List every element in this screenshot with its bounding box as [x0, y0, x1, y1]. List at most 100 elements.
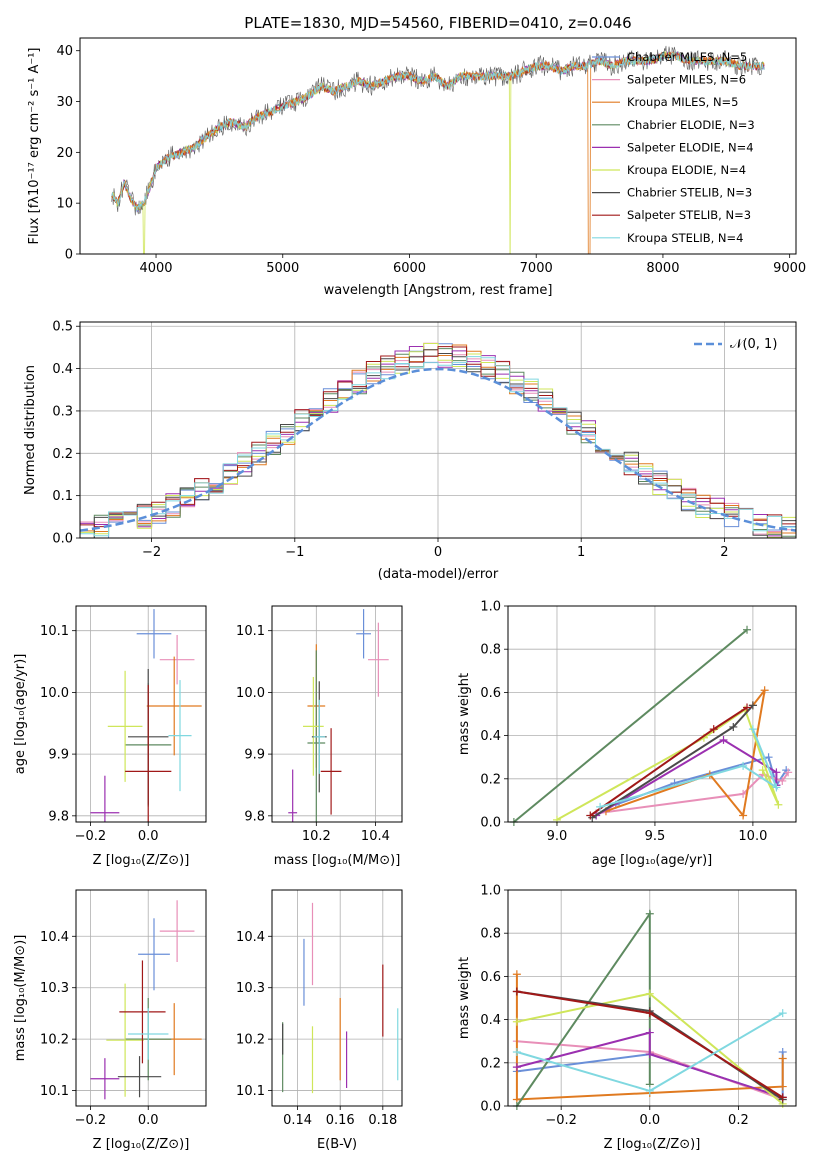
y-axis-label: mass [log₁₀(M/M⊙)]: [13, 935, 28, 1062]
y-tick-label: 10.3: [40, 981, 69, 996]
data-point-marker: [512, 1017, 521, 1026]
y-tick-label: 0.2: [52, 447, 73, 462]
y-axis-label: Normed distribution: [23, 365, 38, 495]
y-tick-label: 9.9: [48, 748, 69, 763]
plot-area: [288, 609, 389, 822]
data-point-marker: [512, 987, 521, 996]
data-point-marker: [645, 1086, 654, 1095]
y-tick-label: 0: [65, 248, 73, 263]
axes-frame: [271, 605, 403, 823]
legend-label: Chabrier MILES, N=5: [627, 50, 747, 64]
plot-area: [512, 909, 787, 1110]
legend-label: Kroupa STELIB, N=4: [627, 231, 744, 245]
data-point-marker: [645, 1050, 654, 1059]
legend-label: Salpeter ELODIE, N=4: [627, 140, 754, 154]
y-tick-label: 0.8: [480, 643, 501, 658]
data-point-marker: [748, 725, 757, 734]
data-point-marker: [758, 766, 767, 775]
legend-label: Chabrier ELODIE, N=3: [627, 118, 755, 132]
data-point-marker: [778, 1082, 787, 1091]
x-tick-label: 8000: [646, 261, 679, 276]
data-point-marker: [512, 1063, 521, 1072]
x-tick-label: 9.5: [645, 829, 666, 844]
x-tick-label: 0.14: [283, 1113, 312, 1128]
axes-frame: [75, 889, 207, 1107]
x-axis-label: Z [log₁₀(Z/Z⊙)]: [604, 1137, 701, 1152]
y-tick-label: 10: [56, 197, 73, 212]
legend: Chabrier MILES, N=5 Salpeter MILES, N=6 Kr…: [592, 50, 755, 245]
y-tick-label: 0.0: [480, 1100, 501, 1115]
data-point-marker: [743, 703, 752, 712]
y-tick-label: 0.2: [480, 772, 501, 787]
axes-frame: [271, 889, 403, 1107]
data-point-marker: [596, 802, 605, 811]
x-axis-label: age [log₁₀(age/yr)]: [592, 853, 713, 868]
x-tick-label: 10.2: [302, 829, 331, 844]
legend-label: Salpeter MILES, N=6: [627, 73, 746, 87]
x-tick-label: 10.4: [361, 829, 390, 844]
plot-area: [90, 900, 202, 1100]
data-point-marker: [739, 789, 748, 798]
panel-4: 9.0 9.5 10.0 0.0 0.2 0.4 0.6 0.8 1.0 age [log₁₀(a…: [457, 600, 797, 868]
x-tick-label: 0.0: [138, 1113, 159, 1128]
data-point-marker: [739, 761, 748, 770]
y-tick-label: 9.8: [244, 809, 265, 824]
panel-3: 10.2 10.4 9.8 9.9 10.0 10.1 mass [log₁₀(M/M⊙)]: [236, 605, 403, 868]
plot-area: [111, 45, 765, 254]
y-tick-label: 0.0: [52, 532, 73, 547]
mass-weight-line: [599, 728, 779, 808]
plot-area: [509, 625, 793, 826]
y-tick-label: 10.4: [40, 930, 69, 945]
x-axis-label: wavelength [Angstrom, rest frame]: [324, 283, 553, 298]
data-point-marker: [772, 783, 781, 792]
gaussian-curve: [80, 367, 796, 532]
y-tick-label: 10.1: [40, 624, 69, 639]
data-point-marker: [774, 800, 783, 809]
y-axis-label: mass weight: [457, 673, 472, 755]
x-tick-label: 2: [720, 545, 728, 560]
data-point-marker: [778, 1009, 787, 1018]
y-tick-label: 40: [56, 44, 73, 59]
x-tick-label: −0.2: [75, 829, 107, 844]
data-point-marker: [748, 701, 757, 710]
y-tick-label: 20: [56, 146, 73, 161]
data-point-marker: [645, 989, 654, 998]
data-point-marker: [709, 725, 718, 734]
y-tick-label: 10.0: [236, 686, 265, 701]
spectrum-line: [111, 51, 765, 212]
x-tick-label: 0.0: [639, 1113, 660, 1128]
histogram-step: [80, 356, 796, 538]
x-tick-label: 0.0: [138, 829, 159, 844]
y-tick-label: 9.9: [244, 748, 265, 763]
histogram-step: [80, 346, 796, 538]
axes-frame: [75, 605, 207, 823]
x-tick-label: 10.0: [738, 829, 767, 844]
panel-6: 0.14 0.16 0.18 10.1 10.2 10.3 10.4 E(B-V): [236, 889, 403, 1152]
axes-frame: [507, 889, 797, 1107]
data-point-marker: [760, 686, 769, 695]
y-tick-label: 0.4: [52, 362, 73, 377]
data-point-marker: [764, 753, 773, 762]
data-point-marker: [719, 735, 728, 744]
y-tick-label: 10.1: [40, 1084, 69, 1099]
data-point-marker: [778, 1093, 787, 1102]
x-tick-label: 5000: [266, 261, 299, 276]
panel-1: −2 −1 0 1 2 0.0 0.1 0.2 0.3 0.4 0.5 (data-model)/er…: [23, 320, 797, 582]
data-point-marker: [778, 1054, 787, 1063]
mass-weight-line: [595, 738, 778, 817]
y-tick-label: 0.4: [480, 1013, 501, 1028]
x-tick-label: −0.2: [75, 1113, 107, 1128]
legend-label: Kroupa ELODIE, N=4: [627, 163, 746, 177]
y-axis-label: mass weight: [457, 957, 472, 1039]
legend: 𝒩(0, 1): [694, 337, 777, 352]
x-tick-label: −1: [285, 545, 304, 560]
data-point-marker: [586, 811, 595, 820]
data-point-marker: [645, 1028, 654, 1037]
x-tick-label: −0.2: [545, 1113, 577, 1128]
y-tick-label: 10.1: [236, 1084, 265, 1099]
data-point-marker: [772, 768, 781, 777]
y-tick-label: 10.1: [236, 624, 265, 639]
y-tick-label: 0.6: [480, 686, 501, 701]
y-tick-label: 9.8: [48, 809, 69, 824]
